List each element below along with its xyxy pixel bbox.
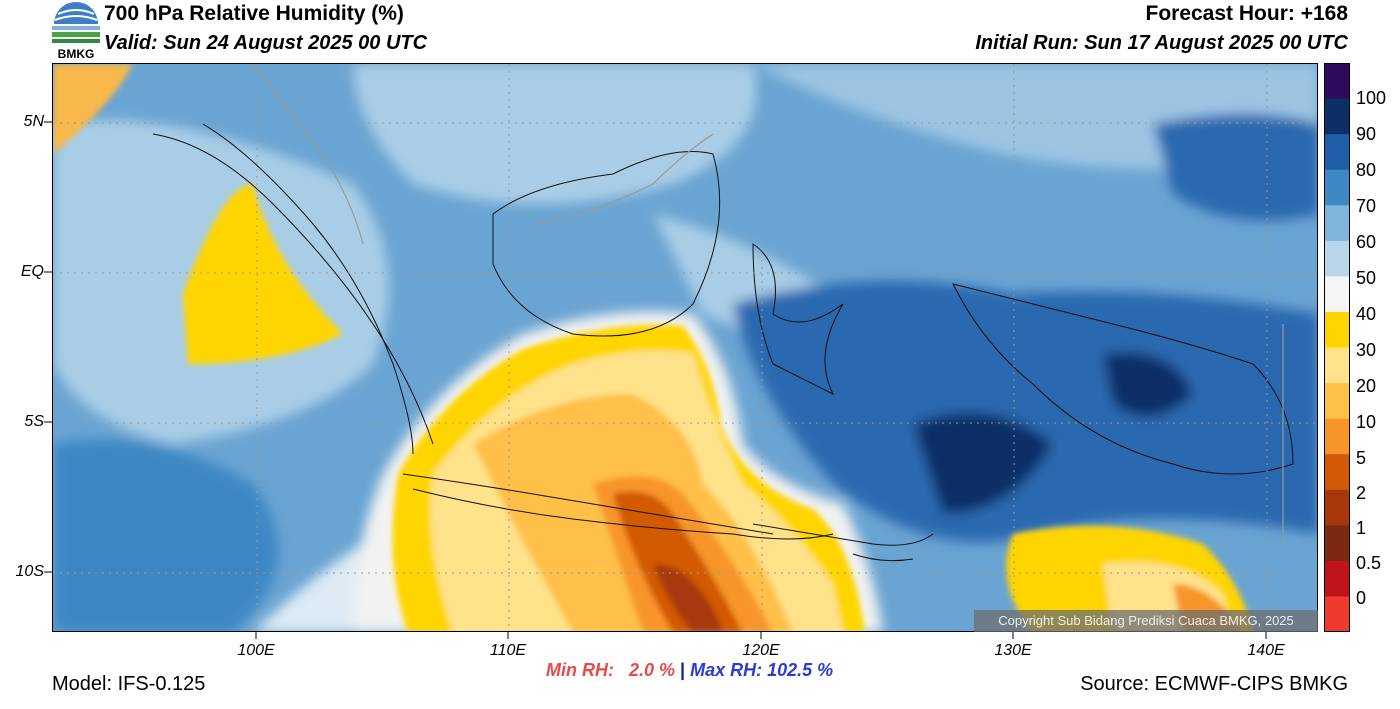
papua-coast [952, 283, 1294, 475]
bmkg-logo: BMKG [50, 0, 102, 62]
model-label: Model: IFS-0.125 [52, 673, 206, 695]
colorbar [1324, 63, 1350, 633]
lat-label-eq: EQ [20, 263, 44, 280]
lon-label-100e: 100E [237, 642, 275, 659]
colorbar-swatch [1324, 454, 1350, 491]
colorbar-swatch [1324, 418, 1350, 455]
colorbar-label: 0.5 [1356, 553, 1382, 573]
colorbar-label: 20 [1356, 376, 1377, 396]
max-rh: Max RH: 102.5 % [690, 660, 834, 680]
colorbar-swatches [1324, 63, 1350, 633]
colorbar-swatch [1324, 560, 1350, 597]
lon-label-140e: 140E [1247, 642, 1285, 659]
colorbar-swatch [1324, 276, 1350, 313]
colorbar-swatch [1324, 489, 1350, 526]
lat-label-5n: 5N [23, 113, 44, 130]
lon-ticks [255, 632, 1267, 639]
colorbar-label: 1 [1356, 518, 1367, 538]
borneo-coast [492, 151, 721, 337]
colorbar-label: 50 [1356, 268, 1377, 288]
logo-text: BMKG [58, 47, 95, 61]
colorbar-swatch [1324, 134, 1350, 171]
sumatra-coast [152, 133, 434, 445]
colorbar-label: 100 [1356, 88, 1387, 108]
sulawesi-coast [752, 243, 844, 396]
rh-stats: Min RH: 2.0 % | Max RH: 102.5 % [546, 660, 833, 681]
lon-label-120e: 120E [742, 642, 780, 659]
colorbar-label: 2 [1356, 483, 1367, 503]
colorbar-label: 40 [1356, 304, 1377, 324]
colorbar-label: 70 [1356, 196, 1377, 216]
colorbar-label: 5 [1356, 448, 1367, 468]
humidity-map [52, 63, 1318, 632]
colorbar-label: 0 [1356, 588, 1367, 608]
colorbar-swatch [1324, 63, 1350, 100]
colorbar-swatch [1324, 596, 1350, 633]
colorbar-swatch [1324, 98, 1350, 135]
colorbar-label: 90 [1356, 124, 1377, 144]
colorbar-swatch [1324, 311, 1350, 348]
valid-time: Valid: Sun 24 August 2025 00 UTC [104, 32, 428, 54]
stats-separator: | [680, 660, 686, 680]
lon-label-130e: 130E [994, 642, 1032, 659]
colorbar-border [1324, 63, 1350, 632]
lon-label-110e: 110E [489, 642, 527, 659]
source-label: Source: ECMWF-CIPS BMKG [1080, 673, 1348, 695]
map-title: 700 hPa Relative Humidity (%) [104, 2, 404, 25]
colorbar-swatch [1324, 383, 1350, 420]
colorbar-swatch [1324, 240, 1350, 277]
lat-ticks [44, 121, 52, 573]
colorbar-label: 30 [1356, 340, 1377, 360]
colorbar-swatch [1324, 205, 1350, 242]
min-rh: Min RH: 2.0 % [546, 660, 676, 680]
map-canvas [53, 64, 1317, 631]
colorbar-label: 60 [1356, 232, 1377, 252]
colorbar-swatch [1324, 347, 1350, 384]
colorbar-label: 80 [1356, 160, 1377, 180]
lat-label-5s: 5S [24, 413, 44, 430]
forecast-hour: Forecast Hour: +168 [1145, 2, 1349, 25]
colorbar-swatch [1324, 525, 1350, 562]
colorbar-label: 10 [1356, 412, 1377, 432]
colorbar-swatch [1324, 169, 1350, 206]
lat-label-10s: 10S [15, 563, 44, 580]
initial-run: Initial Run: Sun 17 August 2025 00 UTC [975, 32, 1348, 54]
copyright-notice: Copyright Sub Bidang Prediksi Cuaca BMKG… [974, 610, 1318, 632]
